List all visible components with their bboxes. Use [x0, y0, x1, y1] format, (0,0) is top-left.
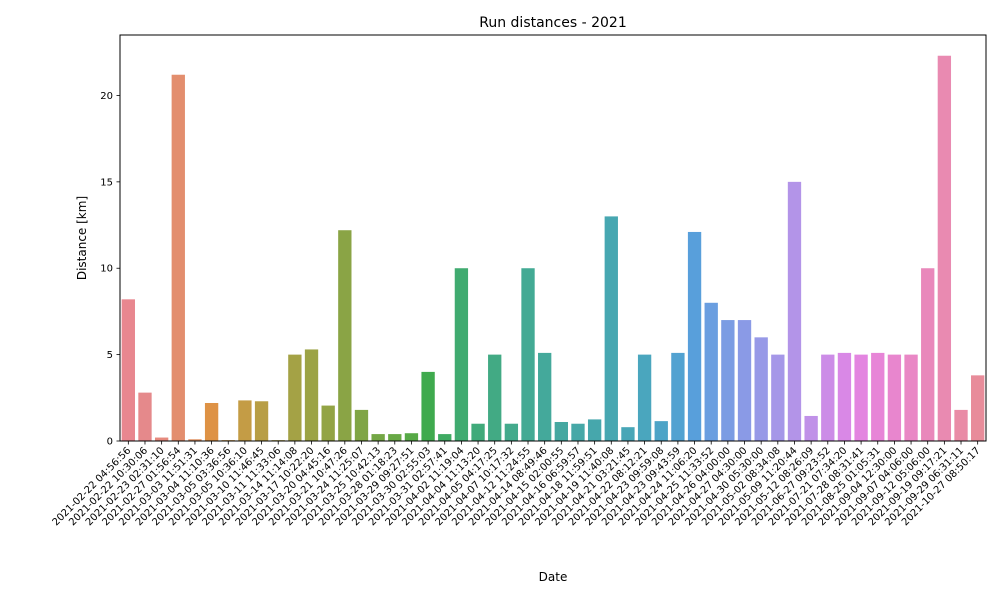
bar — [787, 181, 802, 441]
bar — [504, 423, 519, 441]
bar — [354, 409, 369, 441]
y-tick-label: 20 — [100, 91, 113, 102]
bar — [671, 352, 685, 441]
y-tick-label: 10 — [100, 264, 113, 275]
bar — [338, 230, 352, 441]
bar — [837, 352, 852, 441]
bars-group — [121, 55, 985, 442]
bar — [454, 268, 469, 441]
bar — [488, 354, 502, 441]
bar — [238, 400, 252, 441]
bar — [721, 320, 735, 441]
bar — [421, 371, 435, 441]
y-tick-label: 15 — [100, 177, 113, 188]
bar — [321, 405, 335, 441]
bar — [621, 427, 635, 441]
bar — [937, 55, 952, 442]
bar — [871, 352, 885, 441]
bar — [954, 409, 968, 441]
bar — [538, 352, 552, 441]
bar — [604, 216, 618, 441]
bar — [921, 268, 935, 441]
bar — [687, 231, 702, 441]
bar — [254, 401, 269, 441]
bar — [471, 423, 485, 441]
bar — [971, 375, 985, 441]
bar — [521, 268, 535, 441]
bar — [304, 349, 319, 441]
bar — [754, 337, 768, 441]
bar — [138, 392, 152, 441]
bar — [204, 402, 219, 441]
bar — [821, 354, 835, 441]
bar — [371, 434, 385, 441]
bar — [554, 421, 568, 441]
plot-frame — [119, 34, 987, 442]
bar — [388, 434, 402, 441]
bar — [904, 354, 918, 441]
bar — [154, 437, 169, 441]
y-axis: 0 5 10 15 20 — [100, 91, 120, 448]
bar — [854, 354, 868, 441]
bar — [587, 419, 602, 441]
bar — [121, 299, 135, 441]
bar — [887, 354, 902, 441]
x-axis-label: Date — [539, 570, 568, 584]
bar — [804, 415, 818, 441]
chart-title: Run distances - 2021 — [479, 15, 627, 31]
bar — [737, 320, 752, 441]
bar — [404, 433, 419, 441]
y-axis-label: Distance [km] — [75, 196, 89, 280]
bar — [188, 439, 202, 441]
y-tick-label: 0 — [107, 437, 113, 448]
bar — [171, 74, 185, 441]
bar — [571, 423, 585, 441]
bar — [438, 434, 452, 441]
bar — [771, 354, 785, 441]
y-tick-label: 5 — [107, 350, 113, 361]
bar — [288, 354, 302, 441]
bar — [704, 302, 718, 441]
bar — [637, 354, 652, 441]
bar — [654, 421, 668, 441]
